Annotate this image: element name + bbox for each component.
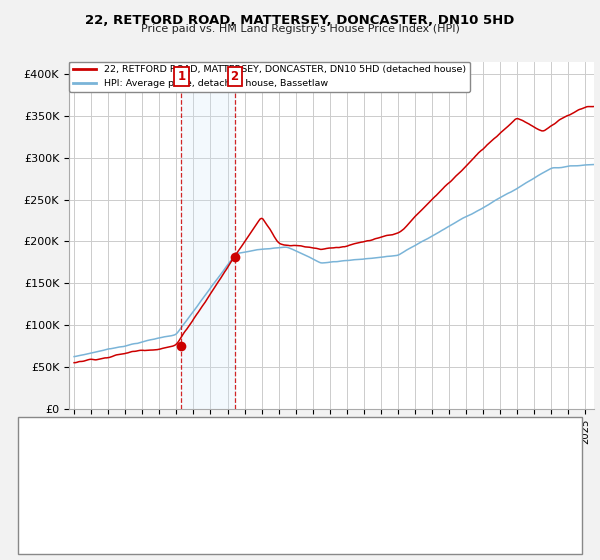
Text: £75,000: £75,000	[240, 438, 288, 451]
Text: 1: 1	[35, 439, 44, 452]
Text: Contains HM Land Registry data © Crown copyright and database right 2024.
This d: Contains HM Land Registry data © Crown c…	[24, 507, 364, 526]
Text: 22, RETFORD ROAD, MATTERSEY, DONCASTER, DN10 5HD: 22, RETFORD ROAD, MATTERSEY, DONCASTER, …	[85, 14, 515, 27]
Text: Price paid vs. HM Land Registry's House Price Index (HPI): Price paid vs. HM Land Registry's House …	[140, 24, 460, 34]
Text: 21% ↑ HPI: 21% ↑ HPI	[378, 469, 440, 482]
Bar	[181, 62, 235, 409]
Legend: 22, RETFORD ROAD, MATTERSEY, DONCASTER, DN10 5HD (detached house), HPI: Average : 22, RETFORD ROAD, MATTERSEY, DONCASTER, …	[69, 62, 470, 92]
Text: 18-APR-2001: 18-APR-2001	[81, 438, 157, 451]
Text: 27-MAY-2004: 27-MAY-2004	[81, 469, 157, 482]
Text: 1: 1	[178, 70, 185, 83]
Text: 2: 2	[35, 470, 44, 483]
Text: 5% ↓ HPI: 5% ↓ HPI	[378, 438, 433, 451]
Text: £181,000: £181,000	[240, 469, 296, 482]
Text: 2: 2	[230, 70, 239, 83]
